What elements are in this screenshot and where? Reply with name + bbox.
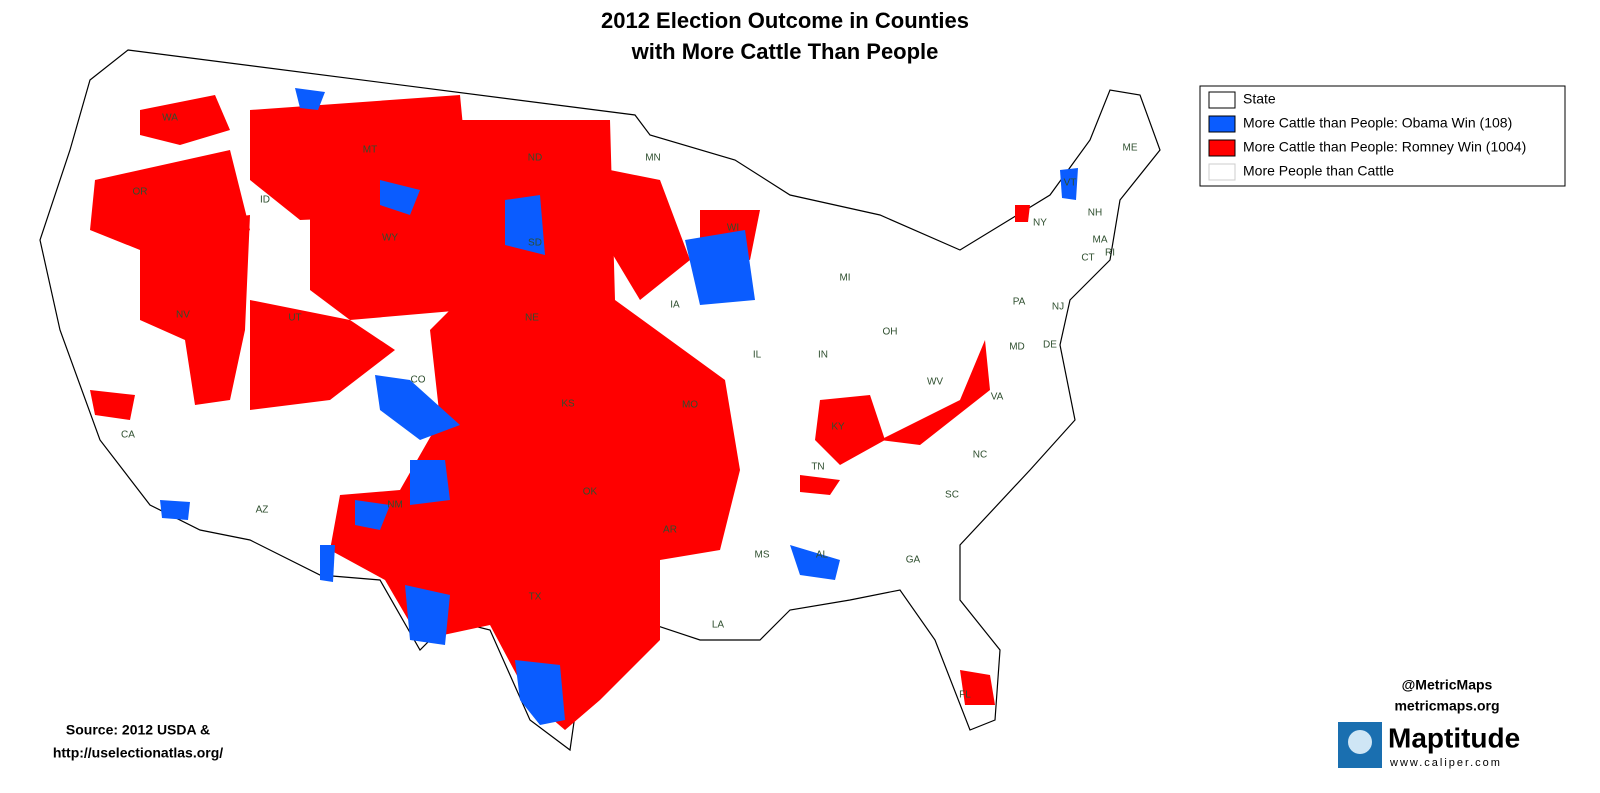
state-label: VT [1064, 178, 1077, 189]
state-labels: WA OR CA NV ID MT WY UT CO AZ NM ND SD NE KS OK TX MN IA MO… [121, 113, 1138, 701]
state-label: OR [133, 187, 148, 198]
state-label: IL [753, 350, 762, 361]
state-label: VA [991, 392, 1004, 403]
legend-label: More Cattle than People: Romney Win (100… [1243, 139, 1526, 155]
state-label: RI [1105, 248, 1115, 259]
state-label: OK [583, 487, 598, 498]
state-label: NY [1033, 218, 1047, 229]
state-label: UT [288, 313, 301, 324]
state-label: SC [945, 490, 959, 501]
state-label: OH [883, 327, 898, 338]
legend: State More Cattle than People: Obama Win … [1199, 85, 1566, 187]
state-label: NE [525, 313, 539, 324]
legend-swatch [1208, 139, 1236, 157]
logo-url: www.caliper.com [1389, 757, 1502, 769]
state-label: ME [1123, 143, 1138, 154]
state-label: MI [839, 273, 850, 284]
state-label: IN [818, 350, 828, 361]
state-label: NJ [1052, 302, 1064, 313]
state-label: MT [363, 145, 377, 156]
title-line: with More Cattle Than People [631, 39, 939, 64]
state-label: NV [176, 310, 190, 321]
state-label: MA [1093, 235, 1108, 246]
legend-swatch [1208, 163, 1236, 181]
state-label: WA [162, 113, 178, 124]
credit-site: metricmaps.org [1394, 698, 1499, 714]
state-label: ND [528, 153, 542, 164]
state-label: CA [121, 430, 135, 441]
state-label: PA [1013, 297, 1026, 308]
obama-counties [160, 88, 1078, 725]
state-label: GA [906, 555, 921, 566]
state-label: SD [528, 238, 542, 249]
state-label: MD [1009, 342, 1025, 353]
state-label: AR [663, 525, 677, 536]
state-label: WI [727, 223, 739, 234]
legend-label: More People than Cattle [1243, 163, 1394, 179]
legend-label: State [1243, 91, 1276, 107]
state-label: MN [645, 153, 661, 164]
logo-name: Maptitude [1388, 722, 1520, 753]
state-label: TN [811, 462, 824, 473]
state-label: WY [382, 233, 398, 244]
state-label: IA [670, 300, 680, 311]
state-label: FL [959, 690, 971, 701]
state-label: CO [411, 375, 426, 386]
title-line: 2012 Election Outcome in Counties [601, 8, 969, 33]
state-label: AZ [256, 505, 269, 516]
romney-counties [90, 95, 1030, 730]
state-label: CT [1081, 253, 1094, 264]
state-label: NM [387, 500, 403, 511]
legend-label: More Cattle than People: Obama Win (108) [1243, 115, 1512, 131]
legend-swatch [1208, 91, 1236, 109]
state-label: WV [927, 377, 943, 388]
us-map: WA OR CA NV ID MT WY UT CO AZ NM ND SD NE KS OK TX MN IA MO… [39, 49, 1161, 752]
state-label: MS [755, 550, 770, 561]
state-label: KS [561, 399, 575, 410]
state-label: DE [1043, 340, 1057, 351]
logo: Maptitude www.caliper.com [1338, 722, 1520, 769]
credit-handle: @MetricMaps [1402, 677, 1493, 693]
state-label: LA [712, 620, 725, 631]
state-label: KY [831, 422, 845, 433]
state-label: AL [816, 550, 829, 561]
legend-swatch [1208, 115, 1236, 133]
state-label: NH [1088, 208, 1102, 219]
state-label: MO [682, 400, 698, 411]
state-label: ID [260, 195, 270, 206]
state-label: TX [529, 592, 542, 603]
source: http://uselectionatlas.org/ [53, 745, 223, 761]
source: Source: 2012 USDA & [66, 722, 210, 738]
logo-icon-head [1348, 730, 1372, 754]
state-label: NC [973, 450, 987, 461]
legend-box [1199, 85, 1566, 187]
